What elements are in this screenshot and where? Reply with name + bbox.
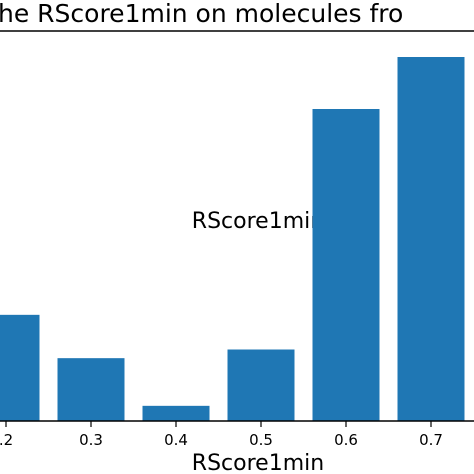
x-tick-label: .2 (0, 431, 13, 449)
bar--2 (0, 314, 40, 421)
x-tick-label: 0.5 (249, 431, 273, 449)
x-tick-label: 0.7 (419, 431, 443, 449)
bar-0-3 (57, 358, 125, 421)
x-tick-label: 0.4 (164, 431, 188, 449)
chart-title: he RScore1min on molecules fro (0, 0, 403, 28)
bar-0-4 (142, 405, 210, 421)
bars-group (0, 57, 465, 421)
x-tick-label: 0.6 (334, 431, 358, 449)
x-tick-label: 0.3 (79, 431, 103, 449)
bar-0-5 (227, 349, 295, 421)
inner-axis-label: RScore1min (192, 209, 324, 234)
bar-0-6 (312, 109, 380, 421)
x-ticks-group: .2 0.3 0.4 0.5 0.6 0.7 (0, 421, 443, 449)
x-axis-label: RScore1min (192, 451, 324, 474)
bar-0-7 (397, 57, 465, 421)
